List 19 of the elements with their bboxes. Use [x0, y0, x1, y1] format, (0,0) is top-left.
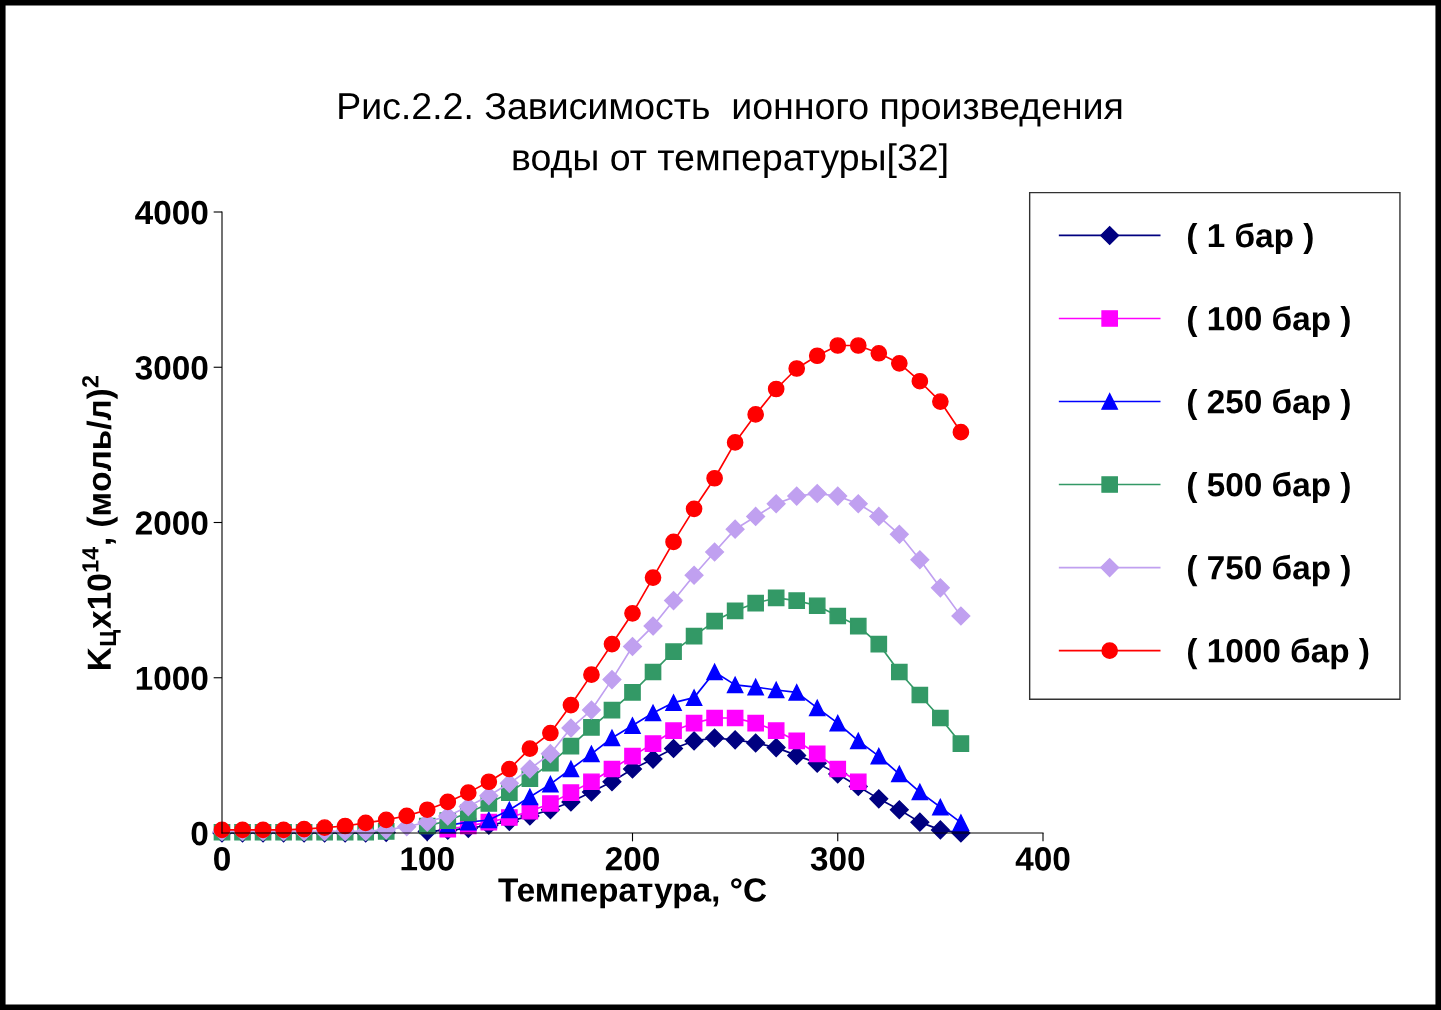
x-tick-label: 200: [605, 847, 659, 871]
x-tick-label: 400: [1015, 847, 1070, 871]
legend-label: ( 100 бар ): [1187, 305, 1350, 338]
y-tick-label: 4000: [135, 200, 208, 225]
legend-label: ( 250 бар ): [1187, 388, 1350, 421]
legend-label: ( 750 бар ): [1187, 554, 1350, 587]
x-tick-label: 100: [401, 847, 454, 871]
x-axis-title: Температура, °C: [498, 878, 767, 909]
x-tick-label: 300: [810, 847, 865, 871]
legend-label: ( 500 бар ): [1187, 471, 1350, 504]
y-axis-title: K$_{Ц}$x10$^{14}$, (моль/л)$^{2}$: [82, 375, 121, 669]
x-tick-label: 0: [214, 847, 230, 871]
legend-label: ( 1 бар ): [1187, 222, 1313, 255]
legend-label: ( 1000 бар ): [1187, 637, 1369, 670]
chart-title: Рис.2.2. Зависимость ионного произведения воды от температуры[32]: [339, 92, 1122, 179]
y-tick-label: 3000: [135, 356, 208, 380]
y-tick-label: 0: [191, 821, 208, 846]
y-tick-label: 2000: [135, 511, 208, 535]
y-tick-label: 1000: [136, 666, 208, 691]
